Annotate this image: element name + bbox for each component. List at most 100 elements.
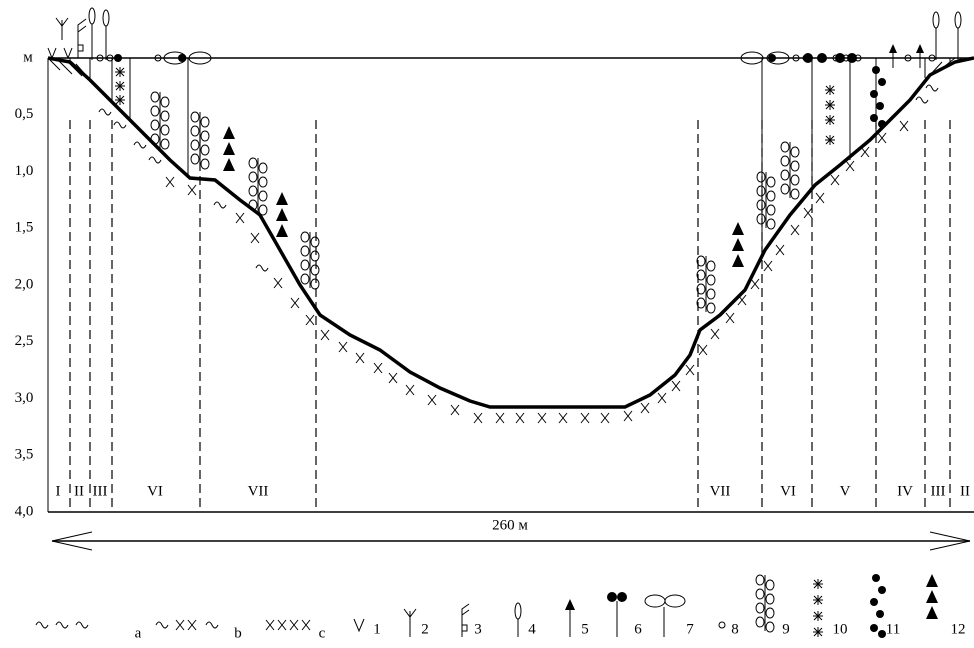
sediment-wave — [213, 201, 227, 209]
plant-12 — [223, 142, 235, 155]
plant-12 — [276, 224, 288, 237]
sediment-x — [698, 344, 708, 356]
depth-unit: м — [23, 49, 33, 65]
plant-11 — [878, 630, 886, 638]
plant-11 — [876, 610, 884, 618]
sediment-x — [725, 312, 735, 324]
plant-12 — [223, 126, 235, 139]
sediment-x — [388, 372, 398, 384]
sediment-x — [671, 380, 681, 392]
plant-9-leaf — [310, 264, 320, 276]
plant-7 — [188, 51, 212, 65]
plant-9-leaf — [780, 155, 790, 167]
sediment-wave — [205, 621, 219, 629]
plant-5-head — [916, 44, 924, 53]
zone-label: II — [74, 483, 84, 499]
plant-9-leaf — [310, 278, 320, 290]
legend-2 — [403, 608, 417, 637]
plant-9-leaf — [258, 190, 268, 202]
plant-3 — [77, 18, 87, 58]
sediment-wave — [148, 156, 162, 164]
sediment-x — [165, 176, 175, 188]
plant-6 — [847, 53, 857, 63]
sediment-x — [815, 192, 825, 204]
sediment-wave — [155, 621, 169, 629]
plant-7 — [766, 51, 790, 65]
sediment-x — [290, 297, 300, 309]
plant-9-leaf — [150, 91, 160, 103]
plant-12 — [926, 590, 938, 603]
plant-8 — [904, 54, 912, 62]
sediment-x — [537, 412, 547, 424]
legend-7 — [644, 594, 666, 608]
plant-9-leaf — [696, 297, 706, 309]
plant-12 — [276, 208, 288, 221]
plant-10 — [115, 81, 125, 91]
plant-8 — [792, 54, 800, 62]
plant-4 — [954, 11, 962, 29]
plant-11 — [870, 114, 878, 122]
plant-6 — [835, 53, 845, 63]
depth-label: 3,0 — [15, 390, 34, 406]
plant-9-leaf — [248, 171, 258, 183]
sediment-x — [580, 412, 590, 424]
legend-6 — [617, 592, 627, 602]
sediment-x — [338, 341, 348, 353]
legend-8 — [718, 621, 726, 629]
plant-12 — [223, 158, 235, 171]
plant-9-leaf — [248, 199, 258, 211]
plant-9-leaf — [790, 174, 800, 186]
plant-9-leaf — [300, 245, 310, 257]
plant-8 — [106, 54, 114, 62]
sediment-wave — [75, 621, 89, 629]
plant-9-leaf — [310, 250, 320, 262]
legend-label: 5 — [581, 621, 589, 637]
sediment-x — [427, 394, 437, 406]
plant-9-leaf — [150, 105, 160, 117]
plant-9-leaf — [160, 96, 170, 108]
legend-label: a — [135, 625, 142, 641]
plant-9-leaf — [248, 157, 258, 169]
plant-9-leaf — [696, 283, 706, 295]
sediment-wave — [255, 264, 269, 272]
plant-9-leaf — [190, 125, 200, 137]
depth-label: 3,5 — [15, 447, 34, 463]
plant-9-leaf — [766, 204, 776, 216]
depth-label: 1,0 — [15, 163, 34, 179]
plant-11 — [870, 598, 878, 606]
plant-9-leaf — [766, 218, 776, 230]
sediment-x — [899, 120, 909, 132]
legend-label: 3 — [474, 621, 482, 637]
legend-label: 1 — [373, 621, 381, 637]
plant-11 — [878, 586, 886, 594]
plant-9-leaf — [190, 153, 200, 165]
plant-6 — [768, 54, 776, 62]
plant-2 — [55, 17, 69, 40]
zone-label: VI — [780, 483, 796, 499]
plant-9-leaf — [200, 158, 210, 170]
plant-9-leaf — [160, 124, 170, 136]
zone-label: III — [931, 483, 946, 499]
plant-7 — [163, 51, 187, 65]
sediment-x — [405, 384, 415, 396]
plant-9-leaf — [756, 185, 766, 197]
plant-9-leaf — [755, 588, 765, 600]
zone-label: I — [56, 483, 61, 499]
plant-7 — [740, 51, 764, 65]
plant-9-leaf — [755, 602, 765, 614]
sediment-x — [790, 224, 800, 236]
sediment-x — [710, 328, 720, 340]
plant-9-leaf — [790, 146, 800, 158]
legend-7 — [664, 594, 686, 608]
plant-11 — [872, 66, 880, 74]
legend-label: c — [319, 625, 326, 641]
zone-label: VII — [248, 483, 269, 499]
sediment-x — [187, 184, 197, 196]
plant-9-leaf — [706, 288, 716, 300]
plant-9-leaf — [200, 116, 210, 128]
plant-9-leaf — [150, 119, 160, 131]
sediment-x — [187, 619, 197, 631]
plant-9-leaf — [780, 141, 790, 153]
plant-10 — [813, 627, 823, 637]
legend-6 — [607, 592, 617, 602]
